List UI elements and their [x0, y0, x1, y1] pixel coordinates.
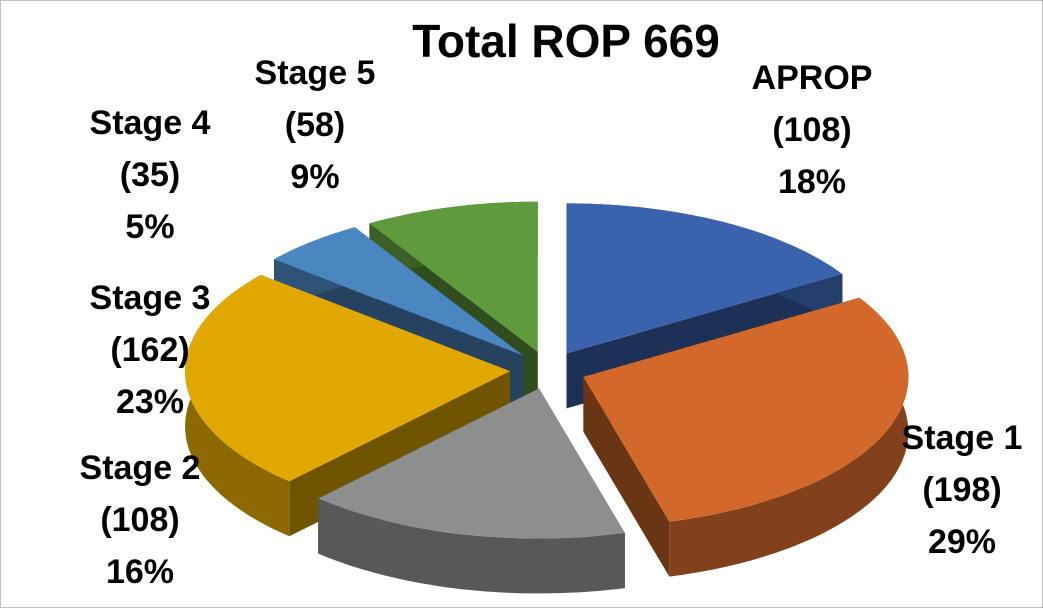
percent-label: 9%: [290, 158, 339, 196]
value-label: (35): [120, 156, 180, 194]
slice-side: [583, 376, 670, 577]
category-label: Stage 2: [80, 449, 201, 487]
slice-group: [583, 297, 909, 577]
slice: [369, 201, 538, 352]
category-label: Stage 5: [255, 54, 376, 92]
category-label: Stage 1: [902, 419, 1023, 457]
labels: APROP (108) 18% Stage 1 (198) 29% Stage 2 (108)…: [80, 54, 1023, 591]
slice-wall: [669, 297, 909, 577]
value-label: (58): [285, 106, 345, 144]
value-label: (108): [100, 501, 179, 539]
value-label: (162): [110, 331, 189, 369]
slice-group: [318, 388, 625, 594]
slice: [318, 388, 625, 539]
value-label: (108): [772, 111, 851, 149]
percent-label: 29%: [928, 523, 996, 561]
slice: [274, 227, 524, 356]
slice-wall: [318, 498, 625, 594]
category-label: Stage 3: [90, 279, 211, 317]
category-label: APROP: [752, 59, 873, 97]
category-label: Stage 4: [90, 104, 211, 142]
percent-label: 5%: [125, 208, 174, 246]
slice: [185, 274, 511, 482]
percent-label: 16%: [106, 553, 174, 591]
pie: [185, 201, 909, 594]
slice: [566, 203, 843, 354]
slice: [583, 297, 909, 522]
chart-title: Total ROP 669: [412, 15, 720, 67]
value-label: (198): [922, 471, 1001, 509]
percent-label: 18%: [778, 163, 846, 201]
percent-label: 23%: [116, 383, 184, 421]
